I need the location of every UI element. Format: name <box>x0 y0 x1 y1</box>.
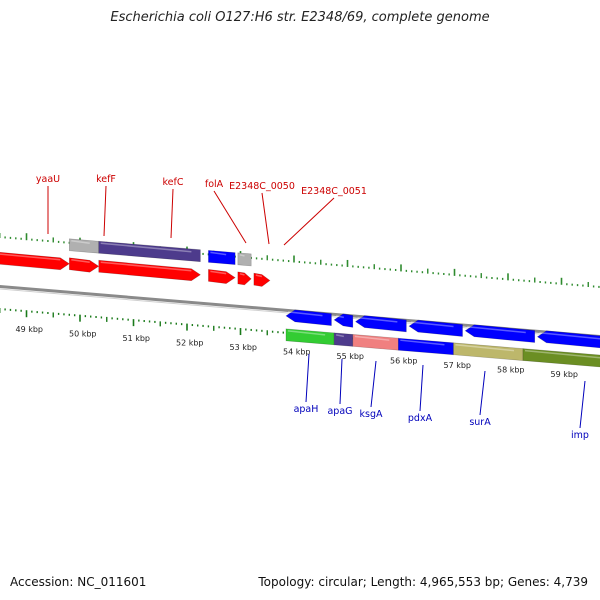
reverse-cds-box <box>522 348 600 368</box>
forward-gene-label: folA <box>205 179 224 190</box>
reverse-gene-label: ksgA <box>360 409 383 420</box>
forward-gene-arrow <box>98 259 201 282</box>
scale-tick-label: 50 kbp <box>69 330 97 339</box>
forward-label-leader <box>261 192 270 245</box>
reverse-gene-arrow <box>333 313 354 328</box>
scale-tick-label: 59 kbp <box>551 370 579 379</box>
forward-gene-label: kefF <box>96 174 116 185</box>
scale-tick-label: 52 kbp <box>176 339 204 348</box>
reverse-label-leader <box>339 358 343 405</box>
forward-gene-arrow <box>208 269 236 284</box>
scale-tick-label: 57 kbp <box>444 361 472 370</box>
reverse-label-leader <box>579 380 586 429</box>
reverse-gene-label: surA <box>469 417 491 428</box>
forward-label-leader <box>283 197 335 246</box>
forward-gene-arrow <box>69 257 100 273</box>
accession-text: Accession: NC_011601 <box>10 575 147 589</box>
forward-gene-arrow <box>253 272 271 287</box>
reverse-label-leader <box>370 360 377 408</box>
forward-cds-box <box>237 252 252 267</box>
reverse-gene-arrow <box>536 330 600 349</box>
forward-cds-box <box>98 240 201 263</box>
scale-tick-label: 56 kbp <box>390 356 418 365</box>
scale-tick-label: 53 kbp <box>230 343 258 352</box>
reverse-label-leader <box>305 353 310 403</box>
forward-gene-arrow <box>237 271 252 286</box>
map-title: Escherichia coli O127:H6 str. E2348/69, … <box>110 10 490 25</box>
scale-tick-label: 54 kbp <box>283 348 311 357</box>
forward-gene-label: E2348C_0050 <box>229 181 295 192</box>
reverse-gene-arrow <box>354 315 407 333</box>
scale-tick-label: 58 kbp <box>497 365 525 374</box>
forward-gene-label: yaaU <box>36 174 60 185</box>
forward-gene-arrow <box>0 251 70 271</box>
genome-summary-text: Topology: circular; Length: 4,965,553 bp… <box>258 575 588 589</box>
reverse-gene-arrow <box>285 309 332 326</box>
scale-tick-label: 55 kbp <box>337 352 365 361</box>
forward-gene-label: kefC <box>163 177 184 188</box>
reverse-gene-label: imp <box>571 430 589 441</box>
forward-label-leader <box>103 185 107 237</box>
forward-label-leader <box>170 188 174 239</box>
reverse-gene-label: apaG <box>327 406 352 417</box>
scale-tick-label: 51 kbp <box>123 334 151 343</box>
forward-cds-box <box>208 250 236 265</box>
forward-gene-label: E2348C_0051 <box>301 186 367 197</box>
reverse-gene-arrow <box>408 319 463 337</box>
scale-tick-label: 49 kbp <box>16 325 44 334</box>
reverse-label-leader <box>479 370 486 416</box>
reverse-label-leader <box>419 364 424 412</box>
reverse-gene-arrow <box>464 324 536 343</box>
reverse-gene-label: pdxA <box>408 413 433 424</box>
reverse-gene-label: apaH <box>294 404 319 415</box>
forward-label-leader <box>213 190 247 244</box>
